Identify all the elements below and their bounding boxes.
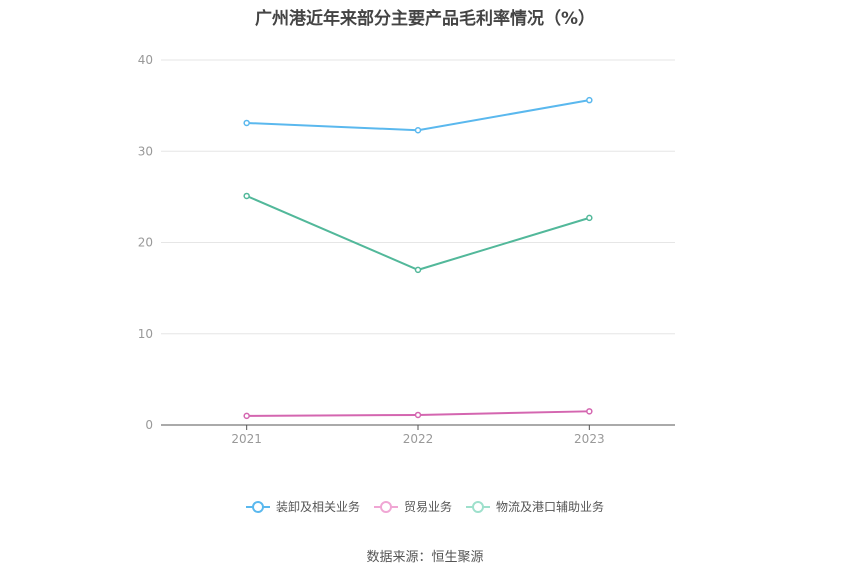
legend-marker-icon	[472, 501, 485, 513]
y-tick-label: 40	[138, 53, 153, 67]
legend-item[interactable]: 物流及港口辅助业务	[466, 499, 604, 514]
legend-marker-icon	[251, 501, 264, 513]
series-group	[243, 408, 593, 420]
y-tick-label: 30	[138, 144, 153, 158]
series-group	[243, 192, 593, 274]
data-point[interactable]	[586, 408, 593, 415]
chart-title: 广州港近年来部分主要产品毛利率情况（%）	[254, 9, 596, 29]
y-tick-label: 0	[145, 418, 153, 432]
legend-label: 贸易业务	[404, 499, 452, 514]
series-lines	[243, 96, 593, 420]
legend: 装卸及相关业务 贸易业务 物流及港口辅助业务	[245, 499, 604, 514]
data-point[interactable]	[243, 192, 250, 200]
data-point[interactable]	[586, 96, 593, 104]
data-point[interactable]	[414, 266, 422, 274]
x-tick-label: 2021	[231, 432, 262, 446]
legend-label: 物流及港口辅助业务	[496, 499, 604, 514]
data-point[interactable]	[243, 119, 250, 127]
data-point[interactable]	[586, 214, 593, 222]
x-tick-label: 2022	[403, 432, 434, 446]
x-tick-label: 2023	[574, 432, 605, 446]
series-group	[243, 96, 593, 134]
y-axis-ticks: 0 10 20 30 40	[138, 53, 153, 432]
y-tick-label: 20	[138, 236, 153, 250]
y-tick-label: 10	[138, 327, 153, 341]
data-source: 数据来源：恒生聚源	[366, 550, 484, 565]
legend-marker-icon	[379, 501, 392, 513]
legend-label: 装卸及相关业务	[276, 499, 360, 514]
data-point[interactable]	[414, 127, 422, 134]
data-point[interactable]	[414, 411, 422, 419]
data-point[interactable]	[243, 412, 250, 420]
x-axis: 2021 2022 2023	[161, 424, 675, 446]
series-line	[246, 195, 590, 271]
grid-lines	[161, 59, 675, 335]
legend-item[interactable]: 贸易业务	[373, 499, 452, 514]
legend-item[interactable]: 装卸及相关业务	[245, 499, 360, 514]
series-line	[246, 99, 590, 132]
